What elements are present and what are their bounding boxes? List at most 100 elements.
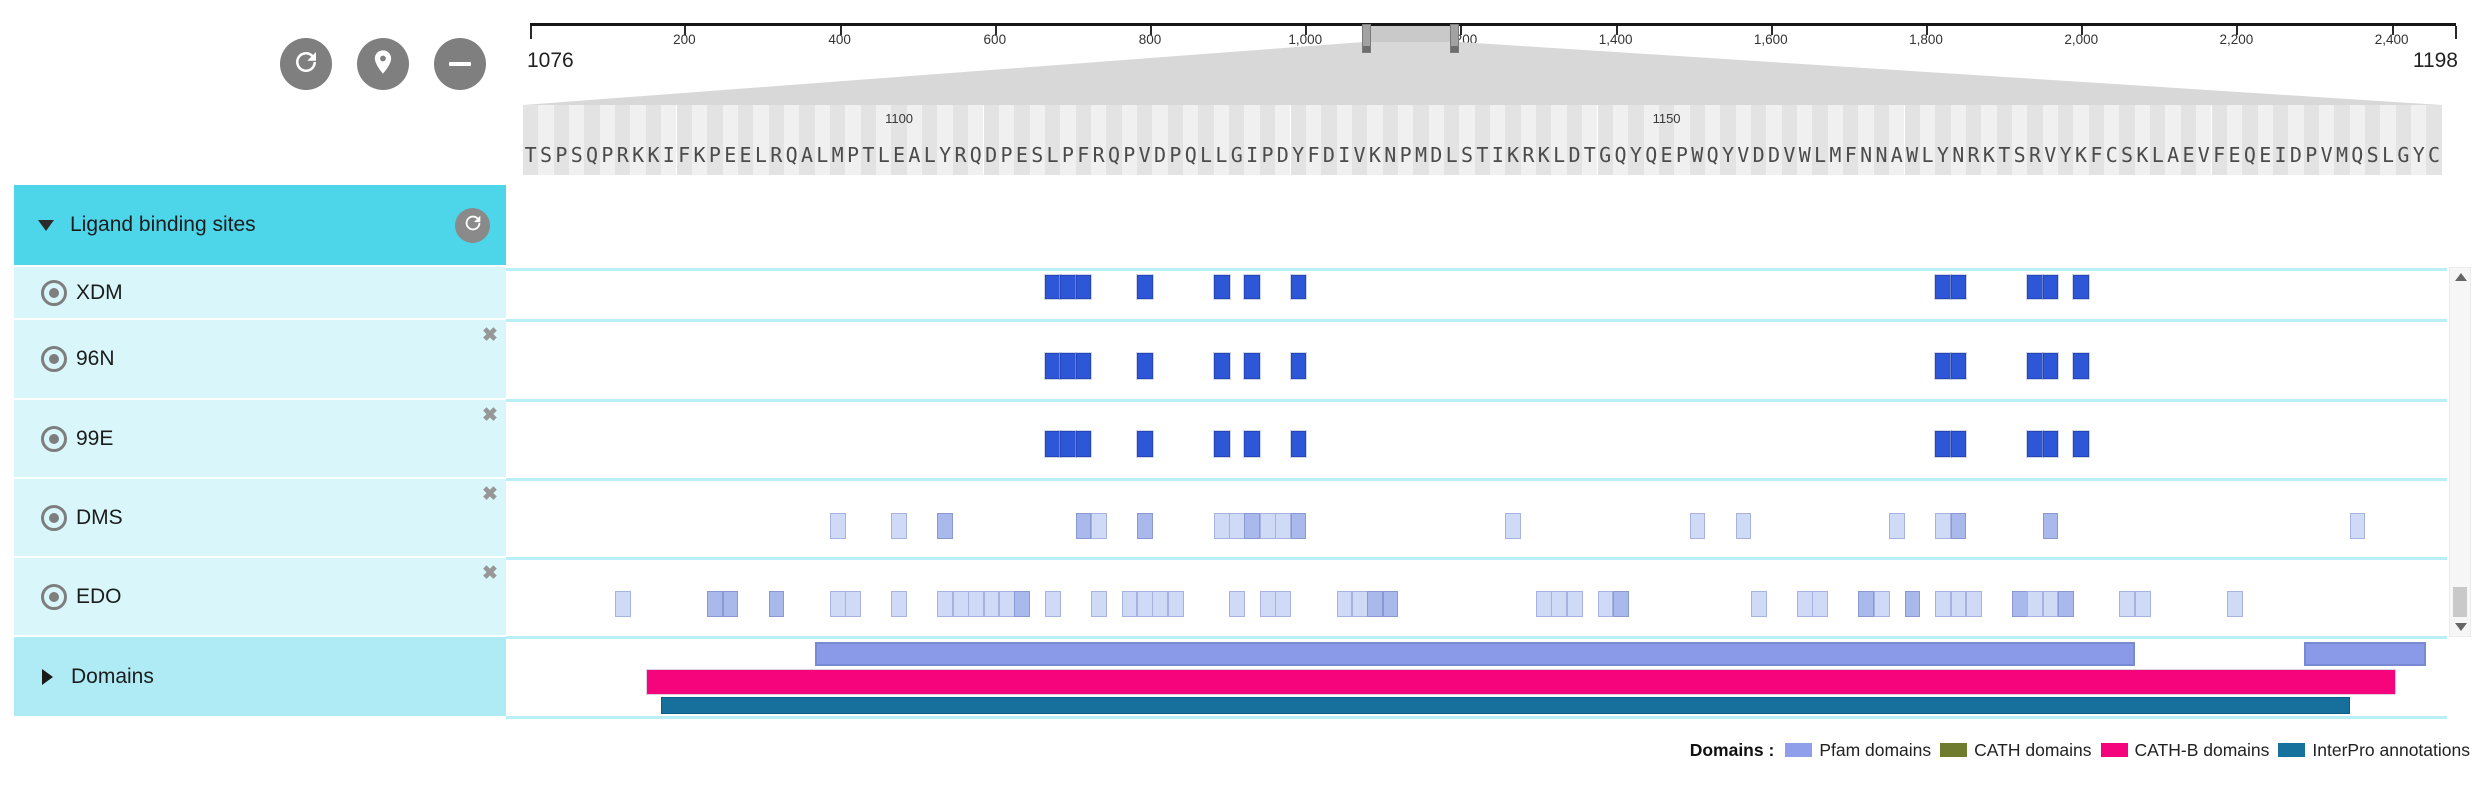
feature-block-96N[interactable]	[1950, 353, 1967, 379]
feature-block-EDO[interactable]	[891, 591, 908, 617]
ligand-binding-sites-header[interactable]: Ligand binding sites	[14, 185, 506, 265]
feature-block-99E[interactable]	[1935, 431, 1952, 457]
feature-block-EDO[interactable]	[1367, 591, 1384, 617]
feature-block-EDO[interactable]	[1873, 591, 1890, 617]
feature-block-XDM[interactable]	[1075, 275, 1092, 299]
brush-handle-right[interactable]	[1450, 24, 1459, 53]
feature-block-EDO[interactable]	[1275, 591, 1291, 617]
close-track-icon[interactable]: ✖	[482, 484, 498, 505]
track-row-DMS[interactable]: DMS ✖	[14, 479, 506, 556]
feature-block-DMS[interactable]	[1889, 513, 1905, 539]
feature-block-DMS[interactable]	[1275, 513, 1291, 539]
feature-block-DMS[interactable]	[1229, 513, 1245, 539]
feature-block-XDM[interactable]	[1244, 275, 1261, 299]
feature-block-EDO[interactable]	[845, 591, 862, 617]
feature-block-EDO[interactable]	[1751, 591, 1767, 617]
radio-target-icon[interactable]	[41, 346, 67, 372]
close-track-icon[interactable]: ✖	[482, 325, 498, 346]
track-row-XDM[interactable]: XDM	[14, 267, 506, 318]
feature-block-EDO[interactable]	[768, 591, 785, 617]
feature-block-96N[interactable]	[1244, 353, 1261, 379]
domains-section-header[interactable]: Domains	[14, 637, 506, 716]
feature-block-EDO[interactable]	[1566, 591, 1583, 617]
feature-block-EDO[interactable]	[707, 591, 724, 617]
cath-b-domain-bar[interactable]	[645, 669, 2396, 695]
feature-block-96N[interactable]	[1075, 353, 1092, 379]
feature-block-EDO[interactable]	[2011, 591, 2028, 617]
feature-block-99E[interactable]	[2042, 431, 2059, 457]
feature-block-96N[interactable]	[1044, 353, 1061, 379]
feature-block-DMS[interactable]	[937, 513, 954, 539]
feature-block-EDO[interactable]	[1382, 591, 1399, 617]
feature-block-EDO[interactable]	[1551, 591, 1568, 617]
feature-block-DMS[interactable]	[891, 513, 908, 539]
feature-block-EDO[interactable]	[830, 591, 846, 617]
brush-handle-left[interactable]	[1362, 24, 1371, 53]
feature-block-DMS[interactable]	[1075, 513, 1092, 539]
feature-block-99E[interactable]	[1137, 431, 1153, 457]
feature-block-EDO[interactable]	[1536, 591, 1552, 617]
track-row-96N[interactable]: 96N ✖	[14, 320, 506, 398]
feature-block-EDO[interactable]	[983, 591, 1000, 617]
feature-block-96N[interactable]	[2073, 353, 2090, 379]
highlight-region-button[interactable]	[357, 38, 409, 90]
feature-block-99E[interactable]	[1060, 431, 1077, 457]
pfam-domain-bar[interactable]	[2303, 642, 2427, 666]
reset-tracks-button[interactable]	[455, 208, 490, 243]
feature-block-EDO[interactable]	[615, 591, 631, 617]
feature-block-99E[interactable]	[1044, 431, 1061, 457]
feature-block-XDM[interactable]	[1044, 275, 1061, 299]
feature-block-EDO[interactable]	[998, 591, 1015, 617]
feature-block-XDM[interactable]	[1060, 275, 1077, 299]
feature-block-EDO[interactable]	[2119, 591, 2136, 617]
feature-block-DMS[interactable]	[1505, 513, 1522, 539]
menu-button[interactable]	[434, 38, 486, 90]
feature-block-DMS[interactable]	[1935, 513, 1952, 539]
reset-view-button[interactable]	[280, 38, 332, 90]
feature-block-XDM[interactable]	[2042, 275, 2059, 299]
feature-block-EDO[interactable]	[1259, 591, 1276, 617]
expand-triangle-icon[interactable]	[42, 668, 53, 685]
ruler-selection[interactable]	[1371, 26, 1450, 42]
feature-block-XDM[interactable]	[2073, 275, 2090, 299]
feature-block-DMS[interactable]	[1137, 513, 1153, 539]
radio-target-icon[interactable]	[41, 583, 67, 610]
feature-block-99E[interactable]	[2073, 431, 2090, 457]
scroll-down-icon[interactable]	[2455, 623, 2467, 631]
feature-block-EDO[interactable]	[1167, 591, 1184, 617]
feature-block-EDO[interactable]	[1797, 591, 1813, 617]
feature-block-EDO[interactable]	[1137, 591, 1153, 617]
feature-block-XDM[interactable]	[1290, 275, 1307, 299]
scroll-up-icon[interactable]	[2455, 273, 2467, 281]
feature-block-99E[interactable]	[1290, 431, 1307, 457]
feature-block-96N[interactable]	[2042, 353, 2059, 379]
feature-block-99E[interactable]	[1213, 431, 1230, 457]
feature-block-DMS[interactable]	[1259, 513, 1276, 539]
feature-block-DMS[interactable]	[1689, 513, 1706, 539]
scrollbar-thumb[interactable]	[2453, 587, 2467, 617]
pfam-domain-bar[interactable]	[814, 642, 2135, 666]
feature-block-EDO[interactable]	[968, 591, 984, 617]
interpro-annotation-bar[interactable]	[661, 697, 2350, 714]
feature-block-EDO[interactable]	[1597, 591, 1614, 617]
feature-block-XDM[interactable]	[1213, 275, 1230, 299]
feature-block-DMS[interactable]	[1735, 513, 1752, 539]
feature-block-DMS[interactable]	[2349, 513, 2366, 539]
feature-block-EDO[interactable]	[1090, 591, 1107, 617]
feature-block-XDM[interactable]	[2027, 275, 2044, 299]
feature-block-EDO[interactable]	[1152, 591, 1169, 617]
collapse-triangle-icon[interactable]	[38, 219, 54, 231]
feature-block-EDO[interactable]	[1229, 591, 1245, 617]
feature-block-EDO[interactable]	[1812, 591, 1829, 617]
feature-block-XDM[interactable]	[1935, 275, 1952, 299]
feature-block-DMS[interactable]	[1290, 513, 1307, 539]
feature-block-96N[interactable]	[1060, 353, 1077, 379]
radio-target-icon[interactable]	[41, 504, 67, 531]
feature-block-DMS[interactable]	[1090, 513, 1107, 539]
close-track-icon[interactable]: ✖	[482, 563, 498, 584]
feature-block-99E[interactable]	[2027, 431, 2044, 457]
feature-block-DMS[interactable]	[1213, 513, 1230, 539]
feature-block-EDO[interactable]	[1904, 591, 1921, 617]
feature-block-99E[interactable]	[1075, 431, 1092, 457]
feature-block-EDO[interactable]	[2226, 591, 2243, 617]
